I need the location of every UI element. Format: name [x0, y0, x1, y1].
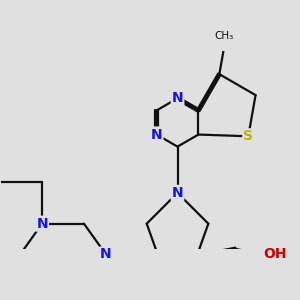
Text: OH: OH [263, 248, 287, 262]
Text: N: N [36, 217, 48, 231]
Text: CH₃: CH₃ [215, 31, 234, 41]
Text: N: N [100, 248, 112, 262]
Text: N: N [172, 186, 183, 200]
Text: N: N [172, 91, 183, 105]
Polygon shape [197, 247, 236, 254]
Text: S: S [243, 129, 253, 143]
Text: N: N [151, 128, 162, 142]
